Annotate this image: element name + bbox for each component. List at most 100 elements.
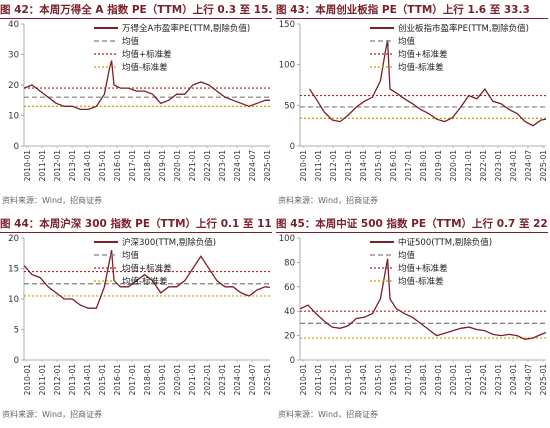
x-tick-label: 2020-01 xyxy=(173,364,182,396)
x-tick-label: 2021-01 xyxy=(464,364,473,396)
y-tick-label: 150 xyxy=(279,20,295,30)
x-tick-label: 2024-01 xyxy=(233,150,242,182)
title-rule xyxy=(0,18,272,19)
x-tick-label: 2017-01 xyxy=(128,364,137,396)
x-tick-label: 2011-01 xyxy=(38,364,47,396)
chart-title: 图 42：本周万得全 A 指数 PE（TTM）上行 0.3 至 15.0 xyxy=(0,4,272,16)
x-tick-label: 2015-01 xyxy=(98,150,107,182)
x-tick-label: 2025-01 xyxy=(263,150,272,182)
x-tick-label: 2025-01 xyxy=(539,150,548,182)
chart-svg: 0 20 40 60 80 100 2010-01 2011-01 2012-01 2013-01… xyxy=(279,234,548,396)
x-tick-label: 2020-01 xyxy=(449,364,458,396)
x-tick-label: 2020-01 xyxy=(173,150,182,182)
x-tick-label: 2024-01 xyxy=(509,364,518,396)
x-tick-label: 2016-01 xyxy=(113,150,122,182)
chart-panel-3: 图 44：本周沪深 300 指数 PE（TTM）上行 0.1 至 11.9 0 5… xyxy=(0,214,274,428)
series-line xyxy=(299,258,547,340)
y-tick-label: 10 xyxy=(8,295,19,305)
legend-minus-std-label: 均值-标准差 xyxy=(122,276,168,287)
x-tick-label: 2013-01 xyxy=(344,150,353,182)
x-tick-label: 2025-01 xyxy=(263,364,272,396)
x-tick-label: 2015-01 xyxy=(98,364,107,396)
x-tick-label: 2023-01 xyxy=(494,150,503,182)
legend-plus-std-label: 均值+标准差 xyxy=(122,49,172,60)
y-tick-label: 15 xyxy=(8,265,19,275)
chart-title: 图 43：本周创业板指 PE（TTM）上行 1.6 至 33.3 xyxy=(276,4,530,16)
x-tick-label: 2021-01 xyxy=(464,150,473,182)
y-tick-label: 100 xyxy=(279,234,295,244)
chart-panel-2: 图 43：本周创业板指 PE（TTM）上行 1.6 至 33.3 0 50 100 1… xyxy=(276,0,550,214)
x-tick-label: 2018-01 xyxy=(419,364,428,396)
chart-svg: 0 5 10 15 20 2010-01 2011-01 2012-01 2013-01 2014… xyxy=(8,234,272,396)
x-tick-label: 2014-01 xyxy=(359,364,368,396)
x-tick-label: 2024-01 xyxy=(233,364,242,396)
legend-mean-label: 均值 xyxy=(122,250,140,261)
x-tick-label: 2020-01 xyxy=(449,150,458,182)
x-tick-label: 2011-01 xyxy=(314,364,323,396)
legend-mean-label: 均值 xyxy=(398,250,416,261)
y-tick-label: 0 xyxy=(290,356,295,366)
x-tick-label: 2024-07 xyxy=(524,364,533,396)
legend-series-label: 创业板指市盈率PE(TTM,剔除负值) xyxy=(398,23,529,34)
x-tick-label: 2022-01 xyxy=(203,150,212,182)
x-tick-label: 2013-01 xyxy=(68,150,77,182)
x-tick-label: 2017-01 xyxy=(404,364,413,396)
legend-minus-std-label: 均值-标准差 xyxy=(122,62,168,73)
x-tick-label: 2025-01 xyxy=(539,364,548,396)
chart-title: 图 44：本周沪深 300 指数 PE（TTM）上行 0.1 至 11.9 xyxy=(0,218,272,230)
legend-series-label: 万得全A市盈率PE(TTM,剔除负值) xyxy=(122,23,250,34)
legend-mean-label: 均值 xyxy=(122,36,140,47)
y-tick-label: 0 xyxy=(14,356,19,366)
x-tick-label: 2010-01 xyxy=(23,150,32,182)
y-tick-label: 60 xyxy=(284,283,295,293)
x-tick-label: 2015-01 xyxy=(374,150,383,182)
y-tick-label: 80 xyxy=(284,258,295,268)
x-tick-label: 2019-01 xyxy=(158,150,167,182)
y-tick-label: 20 xyxy=(8,234,19,244)
x-tick-label: 2022-01 xyxy=(479,150,488,182)
y-tick-label: 40 xyxy=(284,307,295,317)
legend-mean-label: 均值 xyxy=(398,36,416,47)
series-line xyxy=(23,60,270,111)
x-tick-label: 2023-01 xyxy=(218,364,227,396)
source-note: 资料来源：Wind，招商证券 xyxy=(278,410,379,419)
y-tick-label: 5 xyxy=(14,326,19,336)
x-tick-label: 2014-01 xyxy=(83,364,92,396)
title-rule xyxy=(0,232,272,233)
x-tick-label: 2012-01 xyxy=(53,364,62,396)
y-tick-label: 40 xyxy=(8,20,19,30)
x-tick-label: 2024-07 xyxy=(524,150,533,182)
x-tick-label: 2010-01 xyxy=(299,150,308,182)
title-rule xyxy=(276,18,548,19)
legend-minus-std-label: 均值-标准差 xyxy=(398,276,444,287)
y-tick-label: 50 xyxy=(284,101,295,111)
x-tick-label: 2016-01 xyxy=(389,364,398,396)
x-tick-label: 2024-07 xyxy=(248,150,257,182)
source-note: 资料来源：Wind，招商证券 xyxy=(2,410,103,419)
chart-panel-1: 图 42：本周万得全 A 指数 PE（TTM）上行 0.3 至 15.0 0 10… xyxy=(0,0,274,214)
x-tick-label: 2013-01 xyxy=(68,364,77,396)
source-note: 资料来源：Wind，招商证券 xyxy=(2,196,103,205)
x-tick-label: 2017-01 xyxy=(128,150,137,182)
x-tick-label: 2013-01 xyxy=(344,364,353,396)
x-tick-label: 2024-01 xyxy=(509,150,518,182)
x-tick-label: 2010-01 xyxy=(23,364,32,396)
x-tick-label: 2019-01 xyxy=(158,364,167,396)
x-tick-label: 2011-01 xyxy=(314,150,323,182)
x-tick-label: 2018-01 xyxy=(419,150,428,182)
x-tick-label: 2012-01 xyxy=(329,364,338,396)
y-tick-label: 100 xyxy=(279,61,295,71)
series-line xyxy=(23,250,271,309)
x-tick-label: 2018-01 xyxy=(143,364,152,396)
x-tick-label: 2016-01 xyxy=(113,364,122,396)
y-tick-label: 30 xyxy=(8,51,19,61)
x-tick-label: 2016-01 xyxy=(389,150,398,182)
x-tick-label: 2018-01 xyxy=(143,150,152,182)
x-tick-label: 2014-01 xyxy=(83,150,92,182)
chart-svg: 0 50 100 150 2010-01 2011-01 2012-01 2013-01 201… xyxy=(279,20,548,182)
legend-series-label: 中证500(TTM,剔除负值) xyxy=(398,237,492,248)
y-tick-label: 0 xyxy=(290,142,295,152)
x-tick-label: 2021-01 xyxy=(188,150,197,182)
x-tick-label: 2017-01 xyxy=(404,150,413,182)
